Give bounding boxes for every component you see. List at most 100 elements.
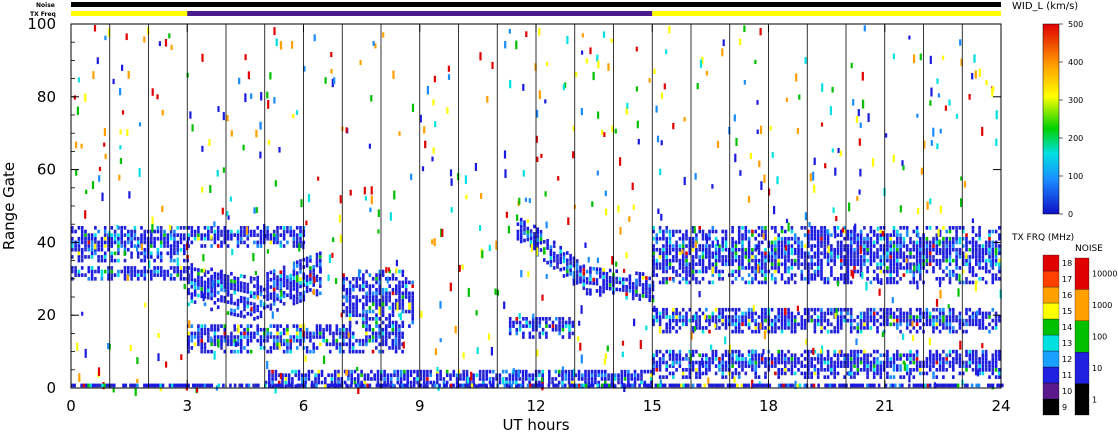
echo-cell xyxy=(665,329,668,334)
echo-cell xyxy=(820,311,823,316)
echo-cell xyxy=(876,255,879,259)
echo-cell xyxy=(872,255,876,259)
echo-cell xyxy=(853,262,856,267)
echo-cell xyxy=(127,229,130,234)
echo-cell xyxy=(691,353,695,358)
echo-cell xyxy=(991,247,995,252)
echo-cell xyxy=(249,294,253,299)
echo-cell xyxy=(600,369,604,374)
echo-cell xyxy=(658,326,662,330)
echo-cell xyxy=(183,233,186,237)
echo-cell xyxy=(672,247,675,252)
echo-cell xyxy=(253,306,256,310)
echo-cell xyxy=(760,353,764,358)
echo-cell xyxy=(282,272,286,277)
echo-cell xyxy=(803,357,807,361)
echo-cell xyxy=(724,255,728,259)
echo-cell xyxy=(365,342,368,347)
echo-cell xyxy=(718,357,721,361)
echo-cell xyxy=(279,335,283,339)
echo-cell xyxy=(721,229,724,234)
echo-cell xyxy=(611,256,614,265)
echo-cell xyxy=(602,286,605,290)
echo-cell xyxy=(391,346,395,350)
echo-cell xyxy=(243,229,246,234)
echo-cell xyxy=(846,311,850,316)
echo-cell xyxy=(668,371,672,376)
echo-cell xyxy=(556,261,559,266)
echo-cell xyxy=(348,284,352,288)
echo-cell xyxy=(892,318,896,323)
echo-cell xyxy=(305,274,309,279)
echo-cell xyxy=(590,377,594,381)
echo-cell xyxy=(411,309,414,314)
echo-cell xyxy=(787,318,790,323)
echo-cell xyxy=(277,380,281,385)
echo-cell xyxy=(282,327,286,332)
echo-cell xyxy=(216,233,220,237)
echo-cell xyxy=(597,369,600,374)
echo-cell xyxy=(470,371,473,381)
echo-cell xyxy=(872,349,876,354)
echo-cell xyxy=(912,277,916,281)
echo-cell xyxy=(124,383,128,388)
echo-cell xyxy=(259,121,262,130)
echo-cell xyxy=(278,147,281,153)
echo-cell xyxy=(213,286,217,291)
echo-cell xyxy=(882,258,886,263)
echo-cell xyxy=(932,329,935,334)
echo-cell xyxy=(608,276,612,280)
echo-cell xyxy=(276,275,279,279)
echo-cell xyxy=(119,87,122,96)
echo-cell xyxy=(187,287,190,292)
echo-cell xyxy=(787,277,790,281)
echo-cell xyxy=(375,346,378,350)
echo-cell xyxy=(605,272,609,276)
echo-cell xyxy=(855,115,858,123)
echo-cell xyxy=(705,233,708,237)
echo-cell xyxy=(971,244,975,248)
echo-cell xyxy=(665,307,668,312)
echo-cell xyxy=(747,236,751,241)
echo-cell xyxy=(879,255,883,259)
echo-cell xyxy=(345,295,349,303)
echo-cell xyxy=(239,331,243,336)
echo-cell xyxy=(728,360,731,365)
echo-cell xyxy=(156,94,159,100)
echo-cell xyxy=(391,287,395,292)
echo-cell xyxy=(197,271,200,276)
echo-cell xyxy=(301,380,304,385)
echo-cell xyxy=(581,33,584,38)
echo-cell xyxy=(159,273,163,277)
echo-cell xyxy=(243,303,246,308)
echo-cell xyxy=(784,245,787,251)
echo-cell xyxy=(984,258,988,263)
echo-cell xyxy=(325,324,329,328)
echo-cell xyxy=(965,277,968,281)
echo-cell xyxy=(220,342,223,347)
echo-cell xyxy=(526,226,530,231)
echo-cell xyxy=(876,247,879,252)
echo-cell xyxy=(925,357,929,361)
echo-cell xyxy=(309,288,312,292)
echo-cell xyxy=(299,295,302,300)
echo-cell xyxy=(764,236,767,241)
echo-cell xyxy=(286,278,289,283)
echo-cell xyxy=(733,114,736,122)
echo-cell xyxy=(249,324,253,328)
echo-cell xyxy=(267,100,270,109)
echo-cell xyxy=(434,121,437,128)
echo-cell xyxy=(807,277,810,281)
echo-cell xyxy=(807,371,810,376)
echo-cell xyxy=(819,349,823,354)
echo-cell xyxy=(605,279,609,283)
echo-cell xyxy=(737,371,741,376)
echo-cell xyxy=(229,196,232,202)
echo-cell xyxy=(981,255,985,259)
echo-cell xyxy=(84,348,87,358)
echo-cell xyxy=(515,373,518,378)
echo-cell xyxy=(213,236,217,241)
echo-cell xyxy=(655,240,659,245)
echo-cell xyxy=(243,240,246,245)
echo-cell xyxy=(610,377,614,381)
